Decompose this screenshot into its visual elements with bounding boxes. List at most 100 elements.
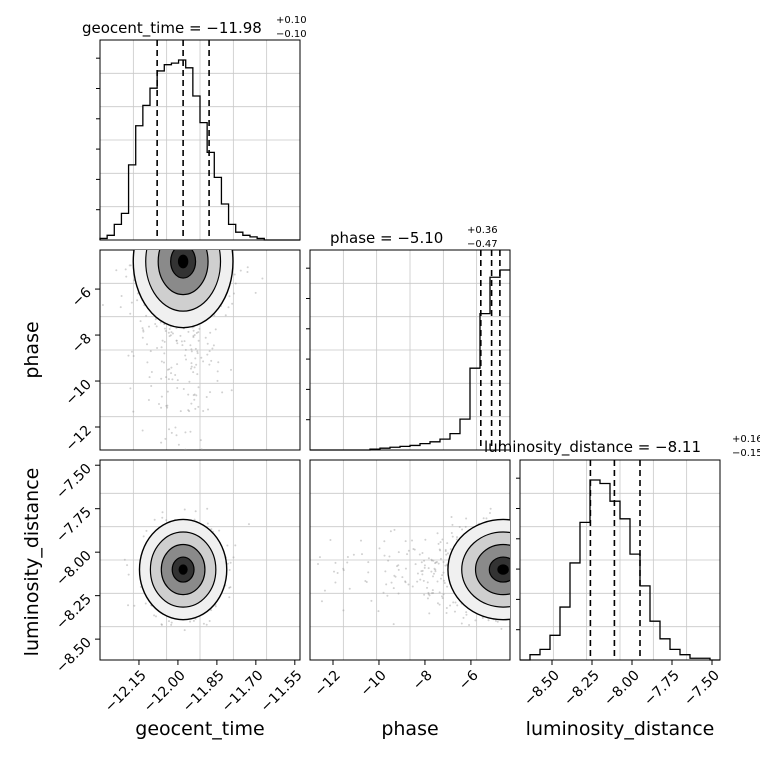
scatter-point	[418, 553, 421, 556]
scatter-point	[444, 550, 447, 553]
scatter-point	[197, 339, 200, 342]
scatter-point	[202, 622, 205, 625]
scatter-point	[175, 339, 178, 342]
scatter-point	[196, 350, 199, 353]
scatter-point	[164, 330, 167, 333]
scatter-point	[444, 548, 447, 551]
scatter-point	[160, 346, 163, 349]
scatter-point	[451, 535, 454, 538]
scatter-point	[192, 336, 195, 339]
scatter-point	[342, 609, 345, 612]
hist-bin	[207, 152, 214, 240]
scatter-point	[163, 340, 166, 343]
hist-bin	[193, 96, 200, 240]
scatter-point	[146, 361, 149, 364]
scatter-point	[194, 407, 197, 410]
scatter-point	[378, 547, 381, 550]
hist-bin	[630, 554, 640, 660]
scatter-point	[126, 564, 129, 567]
scatter-point	[397, 551, 400, 554]
hist-bin	[229, 224, 236, 240]
scatter-point	[170, 331, 173, 334]
scatter-point	[468, 624, 471, 627]
scatter-point	[384, 570, 387, 573]
hist-bin	[114, 224, 121, 240]
scatter-point	[200, 448, 203, 450]
scatter-point	[367, 561, 370, 564]
scatter-point	[206, 522, 209, 525]
scatter-point	[192, 334, 195, 337]
scatter-point	[209, 331, 212, 334]
scatter-point	[120, 294, 123, 297]
hist-bin	[214, 177, 221, 240]
hist-bin	[660, 639, 670, 660]
scatter-point	[234, 282, 237, 285]
scatter-point	[365, 581, 368, 584]
hist-step-luminosity-distance	[520, 479, 720, 661]
scatter-point	[179, 334, 182, 337]
scatter-point	[206, 507, 209, 510]
scatter-point	[383, 540, 386, 543]
scatter-point	[233, 273, 236, 276]
scatter-point	[434, 562, 437, 565]
scatter-point	[434, 570, 437, 573]
scatter-point	[210, 359, 213, 362]
scatter-point	[489, 507, 492, 510]
scatter-point	[210, 528, 213, 531]
hist-bin	[580, 522, 590, 660]
scatter-point	[147, 398, 150, 401]
density-peak	[177, 254, 189, 269]
scatter-point	[323, 589, 326, 592]
scatter-point	[183, 629, 186, 632]
scatter-point	[430, 592, 433, 595]
scatter-point	[412, 548, 415, 551]
hist-bin	[243, 235, 250, 240]
scatter-point	[199, 439, 202, 442]
scatter-point	[165, 519, 168, 522]
scatter-point	[127, 573, 130, 576]
scatter-point	[192, 371, 195, 374]
hist-bin	[450, 434, 460, 450]
scatter-point	[442, 571, 445, 574]
scatter-point	[432, 591, 435, 594]
scatter-point	[167, 378, 170, 381]
scatter-point	[189, 344, 192, 347]
scatter-point	[141, 336, 144, 339]
scatter-point	[232, 292, 235, 295]
scatter-point	[156, 347, 159, 350]
scatter-point	[216, 379, 219, 382]
scatter-point	[184, 354, 187, 357]
scatter-point	[390, 581, 393, 584]
scatter-point	[382, 591, 385, 594]
hist-bin	[186, 68, 193, 240]
scatter-point	[160, 360, 163, 363]
scatter-point	[346, 561, 349, 564]
scatter-point	[438, 603, 441, 606]
scatter-point	[150, 371, 153, 374]
scatter-point	[188, 380, 191, 383]
scatter-point	[206, 342, 209, 345]
scatter-point	[157, 402, 160, 405]
scatter-point	[181, 344, 184, 347]
scatter-point	[197, 405, 200, 408]
scatter-point	[397, 568, 400, 571]
scatter-point	[404, 540, 407, 543]
scatter-point	[246, 271, 249, 274]
scatter-point	[404, 580, 407, 583]
scatter-point	[385, 583, 388, 586]
scatter-point	[123, 558, 126, 561]
scatter-point	[190, 402, 193, 405]
scatter-point	[202, 410, 205, 413]
title-geocent-time-sub: −0.10	[276, 29, 307, 40]
scatter-panel-geocent-time-vs-luminosity-distance	[99, 459, 301, 661]
scatter-point	[133, 604, 136, 607]
scatter-point	[192, 619, 195, 622]
scatter-point	[404, 581, 407, 584]
scatter-point	[438, 591, 441, 594]
scatter-point	[446, 585, 449, 588]
scatter-point	[226, 562, 229, 565]
scatter-point	[442, 560, 445, 563]
scatter-point	[433, 567, 436, 570]
scatter-point	[179, 410, 182, 413]
hist-bin	[410, 445, 420, 450]
